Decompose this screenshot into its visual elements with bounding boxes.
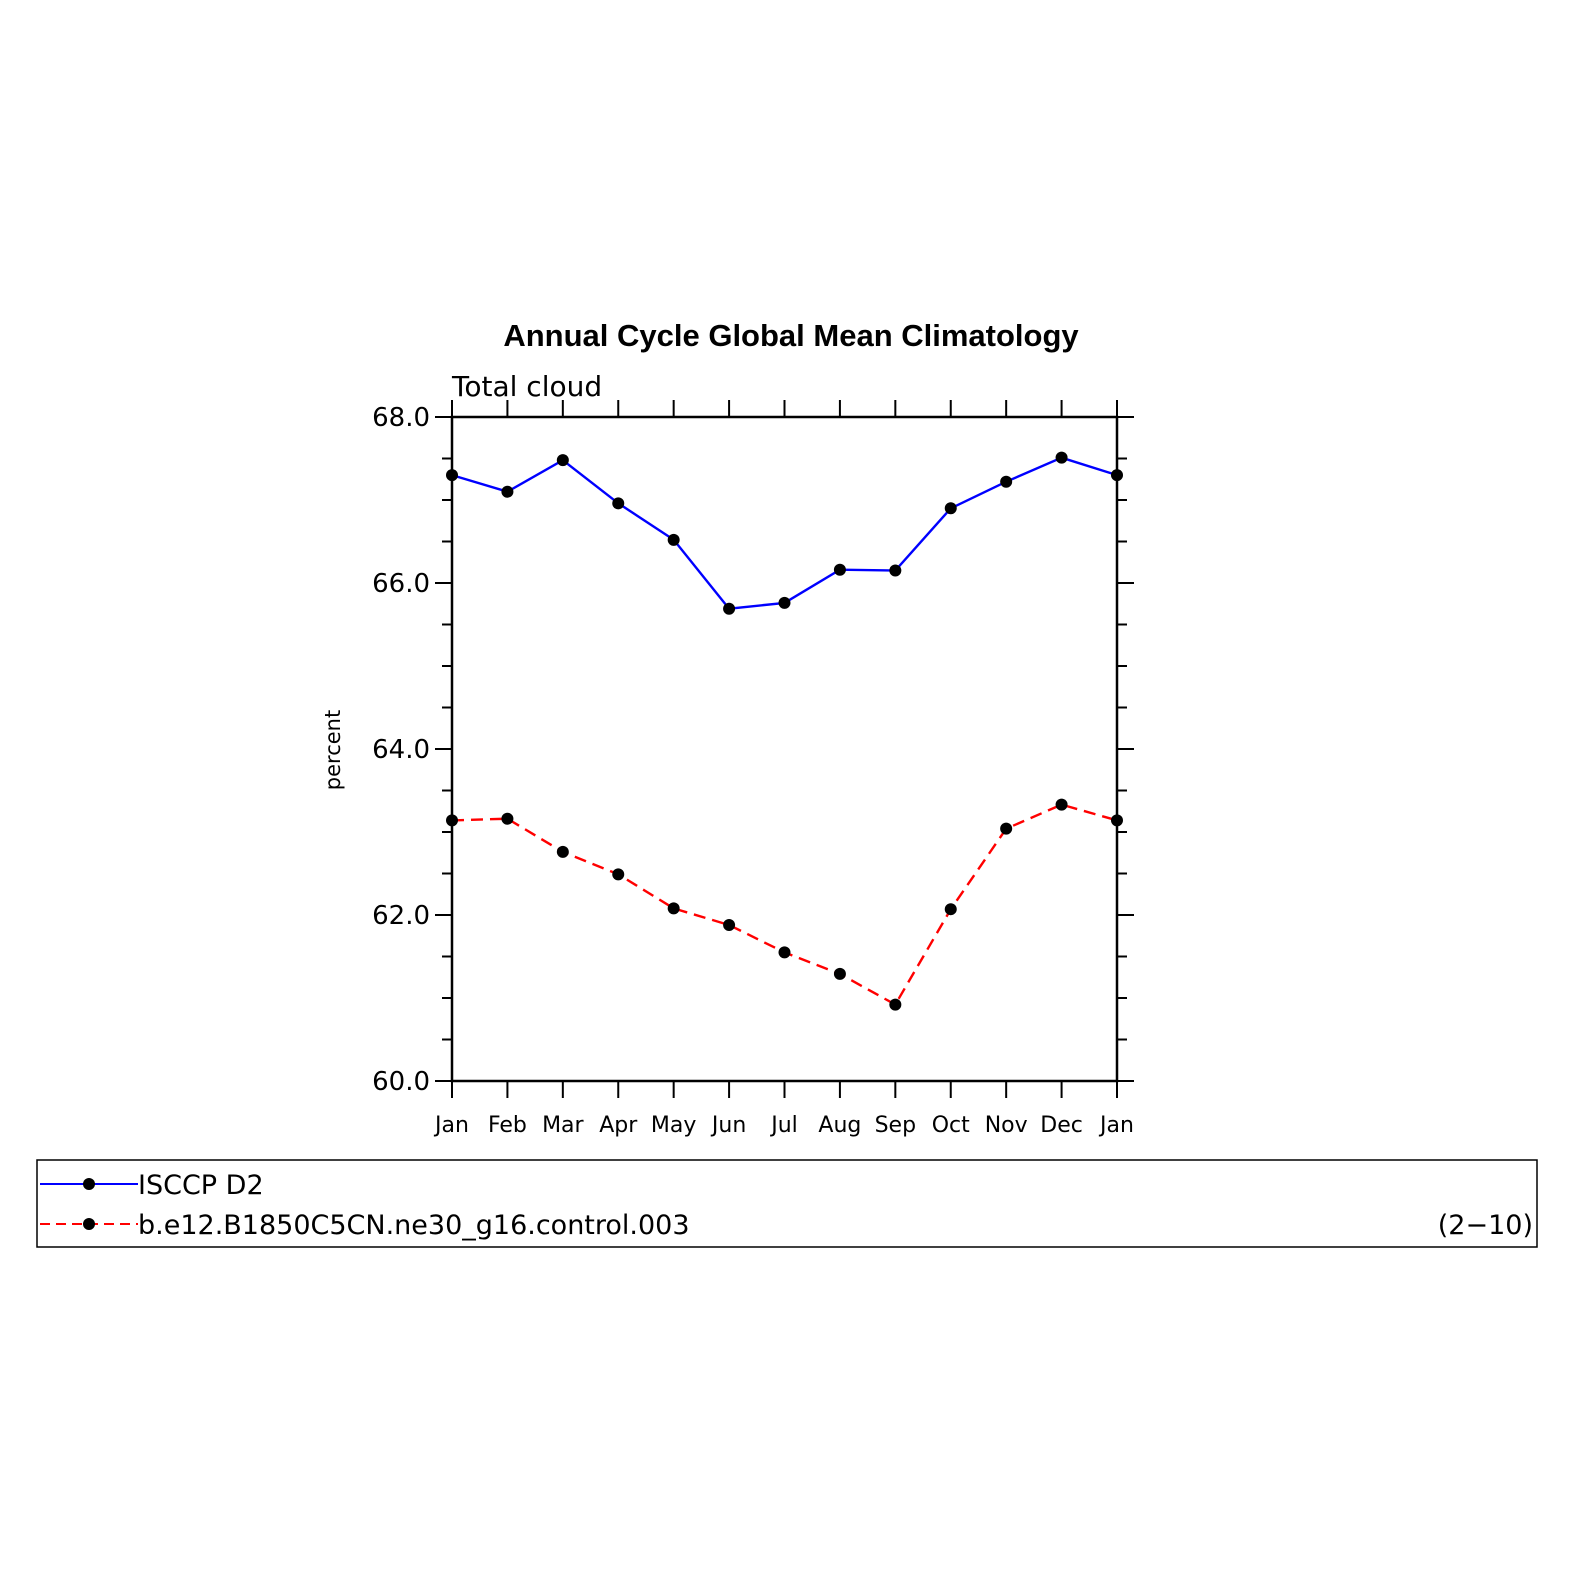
y-tick-label: 60.0 bbox=[372, 1067, 430, 1097]
data-point-1-6 bbox=[778, 946, 791, 959]
legend-marker-isccp bbox=[83, 1178, 95, 1190]
legend-label-isccp: ISCCP D2 bbox=[138, 1170, 264, 1201]
x-tick-label: Nov bbox=[985, 1113, 1028, 1138]
data-point-0-9 bbox=[944, 502, 957, 515]
data-point-0-10 bbox=[1000, 475, 1013, 488]
data-point-1-7 bbox=[833, 967, 846, 980]
x-tick-label: Apr bbox=[599, 1113, 638, 1138]
y-tick-label: 66.0 bbox=[372, 569, 430, 599]
y-tick-label: 68.0 bbox=[372, 403, 430, 433]
data-point-0-2 bbox=[556, 454, 569, 467]
x-tick-label: May bbox=[651, 1113, 696, 1138]
x-tick-label: Feb bbox=[488, 1113, 527, 1138]
chart-title: Annual Cycle Global Mean Climatology bbox=[503, 318, 1079, 353]
x-tick-label: Jul bbox=[769, 1113, 798, 1138]
series-layer bbox=[446, 451, 1123, 1011]
data-point-1-4 bbox=[667, 902, 680, 915]
data-point-1-9 bbox=[944, 903, 957, 916]
data-point-1-12 bbox=[1111, 814, 1123, 827]
data-point-0-8 bbox=[889, 564, 902, 577]
data-point-0-6 bbox=[778, 596, 791, 609]
data-point-1-0 bbox=[446, 814, 458, 827]
x-tick-label: Jan bbox=[433, 1113, 469, 1138]
x-tick-label: Oct bbox=[932, 1113, 970, 1138]
data-point-1-5 bbox=[723, 918, 736, 931]
data-point-0-11 bbox=[1055, 451, 1068, 464]
data-point-0-5 bbox=[723, 602, 736, 615]
data-point-0-1 bbox=[501, 485, 514, 498]
data-point-1-11 bbox=[1055, 798, 1068, 811]
chart-subtitle: Total cloud bbox=[451, 370, 602, 403]
plot-frame bbox=[450, 415, 1119, 1083]
data-point-0-7 bbox=[833, 563, 846, 576]
data-point-0-12 bbox=[1111, 469, 1123, 482]
data-point-1-2 bbox=[556, 845, 569, 858]
series-line-0 bbox=[451, 456, 1118, 610]
x-tick-label: Mar bbox=[542, 1113, 584, 1138]
y-tick-label: 62.0 bbox=[372, 901, 430, 931]
legend-note: (2−10) bbox=[1438, 1210, 1533, 1241]
data-point-1-3 bbox=[612, 868, 625, 881]
data-point-1-8 bbox=[889, 998, 902, 1011]
data-point-0-0 bbox=[446, 469, 458, 482]
x-tick-label: Jan bbox=[1098, 1113, 1134, 1138]
data-point-0-4 bbox=[667, 533, 680, 546]
legend-label-model: b.e12.B1850C5CN.ne30_g16.control.003 bbox=[138, 1210, 690, 1241]
x-tick-label: Aug bbox=[818, 1113, 861, 1138]
x-tick-label: Sep bbox=[875, 1113, 916, 1138]
legend-marker-model bbox=[83, 1218, 95, 1230]
y-axis-label: percent bbox=[321, 710, 345, 790]
data-point-1-10 bbox=[1000, 822, 1013, 835]
x-tick-label: Dec bbox=[1040, 1113, 1083, 1138]
data-point-0-3 bbox=[612, 497, 625, 510]
data-point-1-1 bbox=[501, 812, 514, 825]
series-line-1 bbox=[451, 803, 1118, 1007]
axes: 60.0 62.0 64.0 66.0 68.0 Jan Feb Mar Apr May Jun Ju… bbox=[372, 400, 1134, 1138]
legend: ISCCP D2 b.e12.B1850C5CN.ne30_g16.contro… bbox=[36, 1159, 1538, 1248]
x-tick-label: Jun bbox=[710, 1113, 746, 1138]
y-tick-label: 64.0 bbox=[372, 735, 430, 765]
legend-box bbox=[36, 1159, 1538, 1248]
